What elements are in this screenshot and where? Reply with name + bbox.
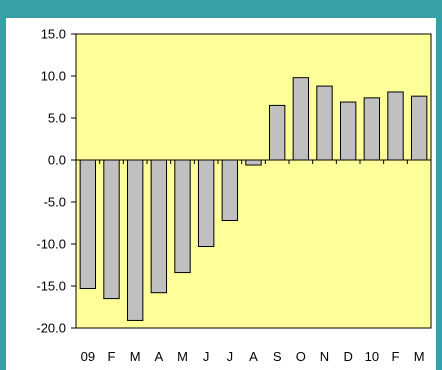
y-tick-label: -20.0 bbox=[36, 321, 66, 336]
bar bbox=[103, 159, 120, 300]
x-tick-label: M bbox=[414, 349, 425, 364]
x-axis: 09 F M A M J J A S O N D 10 F M bbox=[81, 160, 425, 364]
x-tick-label: J bbox=[203, 349, 210, 364]
x-tick-label: J bbox=[227, 349, 234, 364]
x-tick-label: 09 bbox=[81, 349, 95, 364]
bar bbox=[221, 159, 239, 221]
y-tick-label: 15.0 bbox=[41, 27, 66, 42]
teal-frame-left bbox=[0, 0, 6, 370]
bar bbox=[150, 159, 168, 294]
x-tick-label: S bbox=[273, 349, 282, 364]
x-tick-label: O bbox=[296, 349, 306, 364]
bar bbox=[245, 159, 262, 166]
bar bbox=[316, 85, 333, 161]
x-tick-label: M bbox=[130, 349, 141, 364]
y-tick-label: 0.0 bbox=[48, 153, 66, 168]
teal-frame-right bbox=[436, 0, 442, 370]
teal-frame-top bbox=[0, 0, 442, 18]
bar bbox=[79, 159, 97, 290]
y-tick-label: -15.0 bbox=[36, 279, 66, 294]
x-tick-label: D bbox=[343, 349, 352, 364]
bar bbox=[268, 104, 286, 161]
y-tick-label: -5.0 bbox=[44, 195, 66, 210]
y-tick-label: 5.0 bbox=[48, 111, 66, 126]
x-tick-label: M bbox=[177, 349, 188, 364]
bar bbox=[339, 101, 357, 161]
x-tick-label: A bbox=[154, 349, 163, 364]
x-tick-label: 10 bbox=[365, 349, 379, 364]
bar bbox=[197, 159, 215, 248]
y-tick-label: -10.0 bbox=[36, 237, 66, 252]
bar bbox=[174, 159, 191, 274]
bar bbox=[126, 159, 144, 321]
bars bbox=[79, 77, 428, 321]
x-tick-label: N bbox=[320, 349, 329, 364]
bar bbox=[363, 97, 381, 161]
x-tick-label: F bbox=[392, 349, 400, 364]
bar bbox=[410, 95, 428, 161]
bar bbox=[387, 91, 404, 161]
bar bbox=[292, 77, 310, 161]
y-tick-label: 10.0 bbox=[41, 69, 66, 84]
x-tick-label: F bbox=[108, 349, 116, 364]
x-tick-label: A bbox=[249, 349, 258, 364]
